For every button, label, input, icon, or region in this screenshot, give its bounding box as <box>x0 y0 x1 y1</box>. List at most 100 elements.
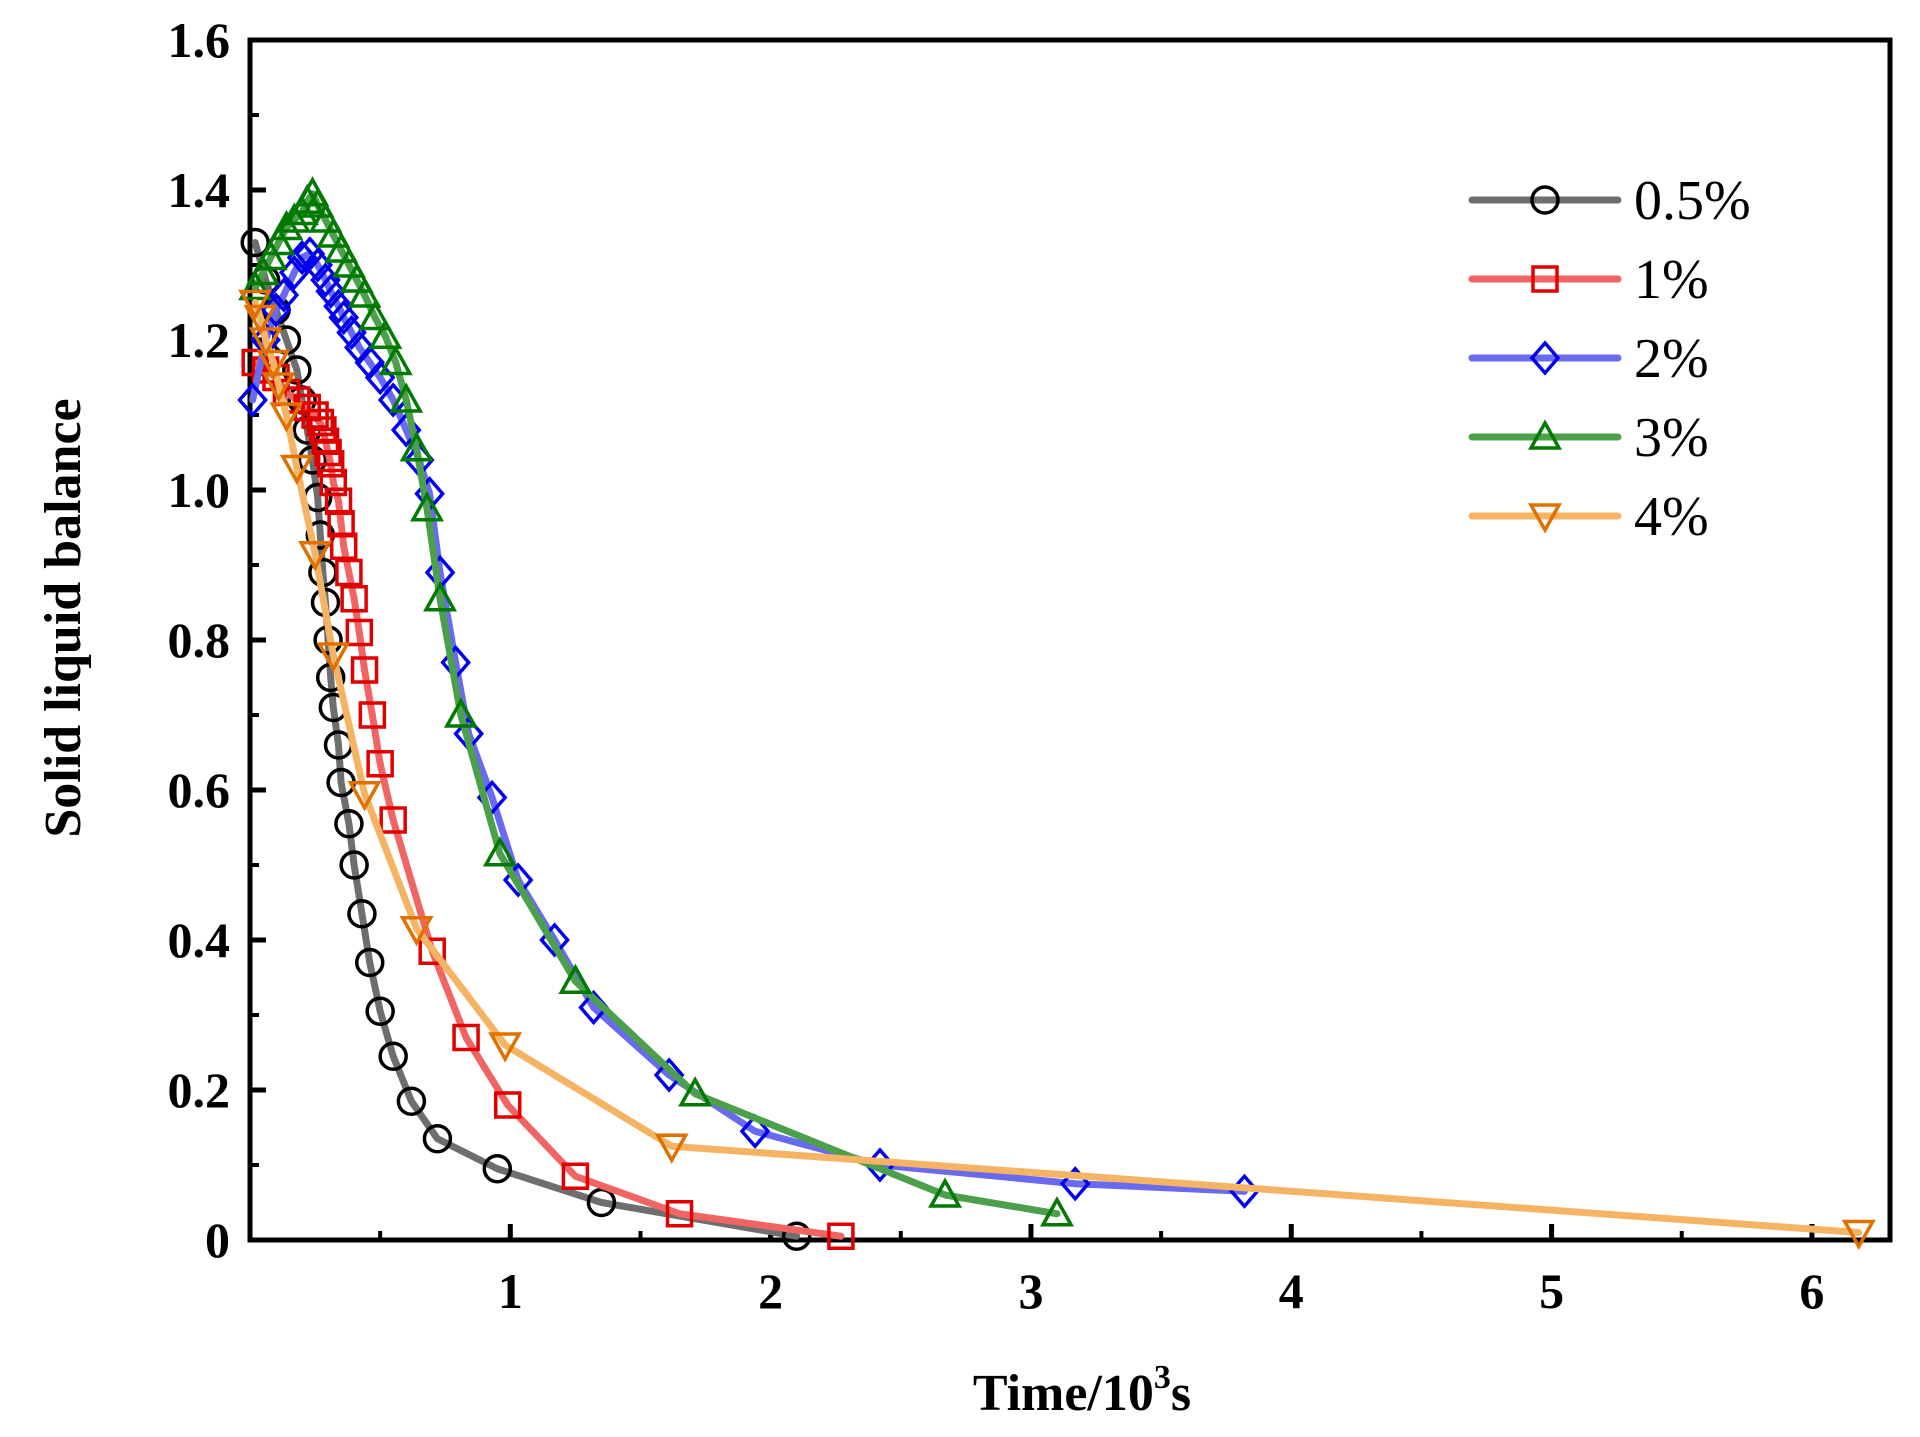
data-point-3pct <box>269 209 304 241</box>
legend-label: 4% <box>1634 486 1709 548</box>
legend-marker <box>1530 185 1560 215</box>
data-point-4pct <box>1841 1219 1876 1251</box>
series-0-5pct <box>240 227 812 1251</box>
data-point-1pct <box>319 468 348 497</box>
y-axis-label: Solid liquid balance <box>35 398 92 837</box>
data-point-4pct <box>316 642 351 673</box>
legend-marker <box>1531 265 1559 293</box>
data-point-1pct <box>452 1023 480 1052</box>
series-4pct <box>238 289 1876 1251</box>
y-tick-label: 1.4 <box>168 162 231 218</box>
data-point-3pct <box>399 431 434 462</box>
legend-entry-0-5pct: 0.5% <box>1468 170 1751 232</box>
data-point-3pct <box>347 277 382 308</box>
x-tick-label: 1 <box>498 1263 523 1319</box>
data-point-4pct <box>399 916 434 947</box>
y-tick-label: 0.8 <box>168 612 231 668</box>
data-point-3pct <box>378 344 413 376</box>
legend-label: 2% <box>1634 328 1709 390</box>
data-point-1pct <box>340 585 368 613</box>
x-axis-label-exponent: 3 <box>1154 1359 1171 1396</box>
data-point-3pct <box>331 247 366 278</box>
y-tick-label: 1.0 <box>168 462 231 518</box>
data-point-3pct <box>678 1076 713 1107</box>
data-point-1pct <box>493 1091 522 1119</box>
legend-entry-3pct: 3% <box>1468 407 1709 469</box>
y-tick-label: 0.4 <box>168 912 231 968</box>
legend-label: 1% <box>1634 249 1709 311</box>
x-axis-label-unit: s <box>1171 1365 1191 1422</box>
data-point-1pct <box>366 750 394 778</box>
data-point-3pct <box>389 382 424 413</box>
data-point-0-5pct <box>240 227 270 258</box>
data-point-2pct <box>323 288 354 324</box>
y-tick-label: 0.6 <box>168 762 231 818</box>
data-point-3pct <box>410 491 445 522</box>
data-point-0-5pct <box>365 996 395 1026</box>
axis-ticks: 1 2 3 4 5 6 0 0.2 0.4 0.6 0.8 1.0 1.2 1.4 1.6 <box>168 12 1825 1319</box>
data-point-0-5pct <box>396 1086 427 1116</box>
data-point-0-5pct <box>354 947 385 978</box>
data-point-4pct <box>269 402 304 433</box>
data-point-2pct <box>268 277 300 313</box>
data-point-2pct <box>739 1113 771 1149</box>
x-axis-label: Time/103s <box>973 1359 1191 1422</box>
series-group <box>237 176 1876 1251</box>
data-point-2pct <box>328 299 360 336</box>
data-point-3pct <box>368 318 403 349</box>
data-point-1pct <box>345 618 374 647</box>
data-point-3pct <box>316 217 351 248</box>
y-tick-label: 0.2 <box>168 1062 231 1118</box>
series-3pct <box>238 176 1074 1227</box>
data-point-2pct <box>315 273 347 309</box>
data-point-4pct <box>256 349 291 381</box>
data-point-3pct <box>246 254 281 286</box>
series-1pct <box>241 348 855 1250</box>
data-point-0-5pct <box>347 899 377 929</box>
data-point-3pct <box>238 269 273 301</box>
x-tick-label: 4 <box>1279 1263 1304 1319</box>
data-point-3pct <box>482 836 517 867</box>
data-point-3pct <box>308 202 343 233</box>
x-axis-label-base: Time/10 <box>973 1365 1154 1422</box>
data-point-3pct <box>253 239 288 271</box>
data-point-3pct <box>558 963 593 994</box>
data-point-3pct <box>357 299 392 331</box>
data-point-3pct <box>277 202 312 233</box>
data-point-3pct <box>423 581 458 612</box>
legend-entry-2pct: 2% <box>1468 328 1709 390</box>
x-tick-label: 6 <box>1799 1263 1824 1319</box>
data-point-3pct <box>324 232 359 263</box>
data-point-4pct <box>261 372 296 403</box>
legend-marker <box>1528 503 1562 534</box>
legend-label: 0.5% <box>1634 170 1751 232</box>
data-point-0-5pct <box>482 1154 513 1184</box>
data-point-4pct <box>298 541 333 572</box>
data-point-4pct <box>243 304 278 336</box>
data-point-2pct <box>653 1057 685 1093</box>
data-point-1pct <box>379 806 407 834</box>
x-tick-label: 5 <box>1539 1263 1564 1319</box>
y-tick-label: 1.6 <box>168 12 231 68</box>
legend: 0.5% 1% 2% 3% 4% <box>1468 170 1751 548</box>
data-point-4pct <box>347 781 382 812</box>
data-point-4pct <box>238 289 273 321</box>
data-point-0-5pct <box>334 809 364 839</box>
data-point-1pct <box>418 937 446 965</box>
x-tick-label: 3 <box>1018 1263 1043 1319</box>
data-point-4pct <box>279 454 314 486</box>
data-point-1pct <box>306 408 335 437</box>
data-point-0-5pct <box>781 1221 812 1251</box>
series-line-0-5pct <box>251 239 801 1240</box>
data-point-2pct <box>237 382 268 418</box>
data-point-1pct <box>316 450 345 478</box>
data-point-0-5pct <box>422 1124 453 1154</box>
data-point-1pct <box>827 1222 855 1250</box>
data-point-1pct <box>350 656 379 684</box>
legend-entry-1pct: 1% <box>1468 249 1709 311</box>
data-point-2pct <box>354 344 386 381</box>
y-tick-label: 1.2 <box>168 312 231 368</box>
data-point-0-5pct <box>378 1041 408 1071</box>
data-point-1pct <box>561 1162 590 1190</box>
